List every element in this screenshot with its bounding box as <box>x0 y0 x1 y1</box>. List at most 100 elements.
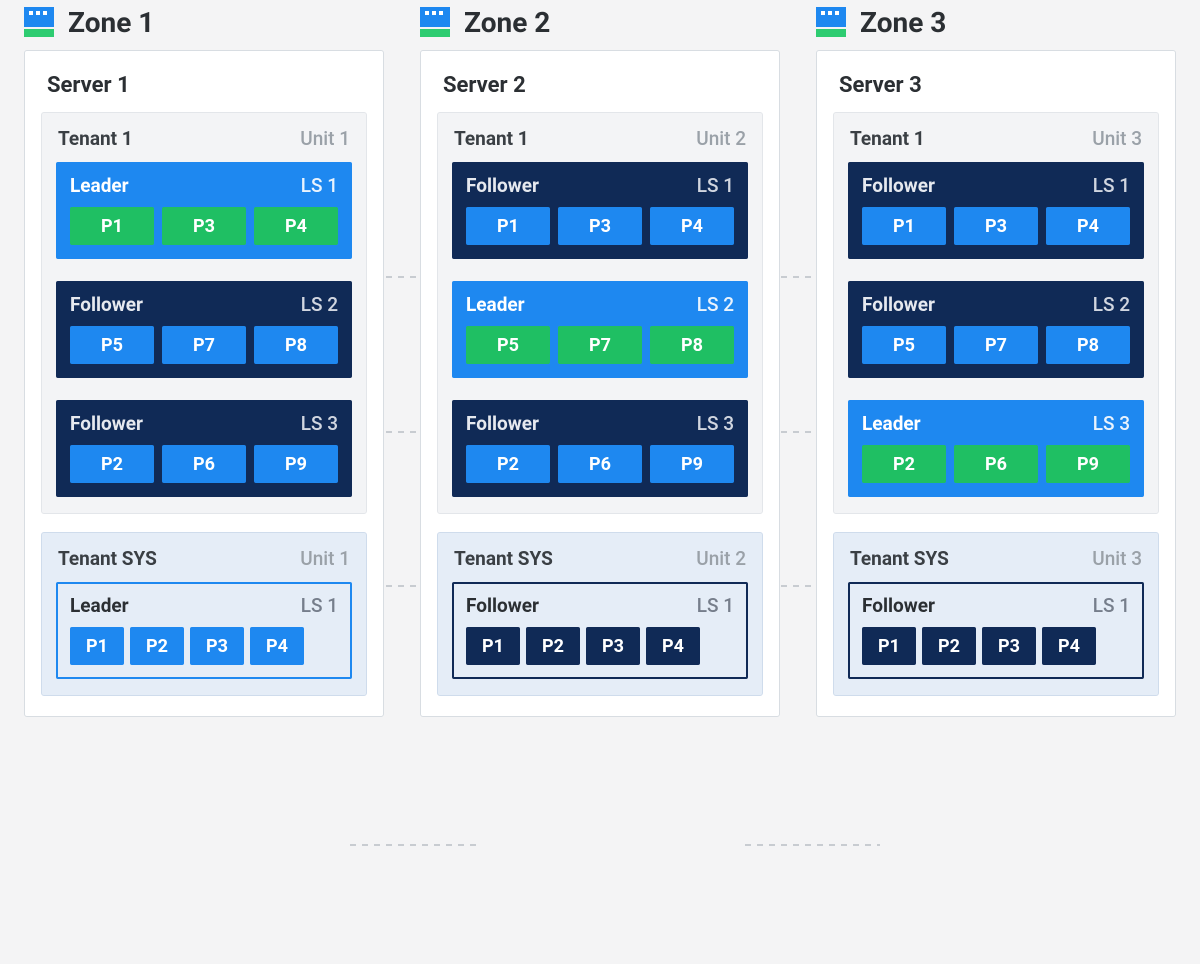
tenant-header: Tenant 1Unit 2 <box>452 125 748 162</box>
partition-row: P2P6P9 <box>466 445 734 483</box>
log-stream-role: Follower <box>862 293 935 316</box>
partition-pill: P9 <box>254 445 338 483</box>
server-stack-icon <box>816 7 846 37</box>
partition-pill: P4 <box>1042 627 1096 665</box>
log-stream-card: Follower LS 3 P2P6P9 <box>452 400 748 497</box>
server-card: Server 2Tenant 1Unit 2FollowerLS 1P1P3P4… <box>420 50 780 717</box>
tenant-name: Tenant 1 <box>454 127 529 150</box>
log-stream-role: Follower <box>70 412 143 435</box>
tenant-sys-card: Tenant SYSUnit 2FollowerLS 1P1P2P3P4 <box>437 532 763 696</box>
partition-pill: P8 <box>650 326 734 364</box>
partition-pill: P3 <box>162 207 246 245</box>
tenant-header: Tenant SYS Unit 1 <box>56 545 352 582</box>
log-stream-card: Follower LS 3 P2P6P9 <box>56 400 352 497</box>
partition-pill: P6 <box>558 445 642 483</box>
partition-pill: P7 <box>954 326 1038 364</box>
partition-pill: P4 <box>250 627 304 665</box>
log-stream-label: LS 1 <box>1093 174 1130 197</box>
partition-pill: P8 <box>1046 326 1130 364</box>
server-card: Server 3Tenant 1Unit 3FollowerLS 1P1P3P4… <box>816 50 1176 717</box>
tenant-header: Tenant SYS Unit 2 <box>452 545 748 582</box>
zone-header: Zone 1 <box>24 0 384 44</box>
server-title: Server 2 <box>437 69 763 112</box>
log-stream-header: FollowerLS 1 <box>862 594 1130 617</box>
log-stream-label: LS 1 <box>697 594 734 617</box>
zone-header: Zone 2 <box>420 0 780 44</box>
tenant-header: Tenant 1Unit 3 <box>848 125 1144 162</box>
log-stream-role: Follower <box>862 174 935 197</box>
partition-row: P1P3P4 <box>862 207 1130 245</box>
log-stream-header: Follower LS 3 <box>70 412 338 435</box>
log-stream-label: LS 3 <box>697 412 734 435</box>
partition-pill: P7 <box>162 326 246 364</box>
partition-pill: P2 <box>862 445 946 483</box>
partition-row: P2P6P9 <box>70 445 338 483</box>
server-stack-icon <box>420 7 450 37</box>
log-stream-header: Follower LS 1 <box>862 174 1130 197</box>
log-stream-label: LS 2 <box>301 293 338 316</box>
log-stream-label: LS 2 <box>1093 293 1130 316</box>
partition-pill: P1 <box>466 207 550 245</box>
log-stream-label: LS 3 <box>301 412 338 435</box>
partition-pill: P3 <box>558 207 642 245</box>
partition-pill: P5 <box>70 326 154 364</box>
log-stream-role: Follower <box>466 412 539 435</box>
log-stream-header: Leader LS 1 <box>70 174 338 197</box>
tenant-name: Tenant SYS <box>454 547 553 570</box>
log-stream-header: Leader LS 2 <box>466 293 734 316</box>
partition-row: P1P3P4 <box>466 207 734 245</box>
partition-pill: P4 <box>1046 207 1130 245</box>
partition-pill: P3 <box>190 627 244 665</box>
tenant-header: Tenant 1Unit 1 <box>56 125 352 162</box>
log-stream-header: Follower LS 2 <box>862 293 1130 316</box>
partition-pill: P3 <box>982 627 1036 665</box>
partition-pill: P2 <box>466 445 550 483</box>
zone: Zone 3Server 3Tenant 1Unit 3FollowerLS 1… <box>816 0 1176 717</box>
partition-pill: P2 <box>922 627 976 665</box>
partition-pill: P4 <box>646 627 700 665</box>
partition-pill: P2 <box>130 627 184 665</box>
partition-pill: P8 <box>254 326 338 364</box>
log-stream-role: Leader <box>70 594 129 617</box>
zone: Zone 2Server 2Tenant 1Unit 2FollowerLS 1… <box>420 0 780 717</box>
log-stream-card: FollowerLS 1P1P3P4 <box>452 162 748 259</box>
log-stream-card: LeaderLS 1P1P2P3P4 <box>56 582 352 679</box>
tenant-unit: Unit 1 <box>300 547 350 570</box>
tenant-sys-card: Tenant SYSUnit 3 FollowerLS 1 P1P2P3P4 <box>833 532 1159 696</box>
partition-pill: P2 <box>70 445 154 483</box>
server-stack-icon <box>24 7 54 37</box>
partition-row: P1P3P4 <box>70 207 338 245</box>
server-title: Server 1 <box>41 69 367 112</box>
partition-pill: P6 <box>954 445 1038 483</box>
log-stream-header: LeaderLS 3 <box>862 412 1130 435</box>
log-stream-header: Follower LS 2 <box>70 293 338 316</box>
tenant-name: Tenant 1 <box>850 127 925 150</box>
partition-pill: P5 <box>862 326 946 364</box>
tenant-header: Tenant SYSUnit 3 <box>848 545 1144 582</box>
log-stream-role: Leader <box>466 293 525 316</box>
tenant-unit: Unit 2 <box>696 547 746 570</box>
partition-pill: P6 <box>162 445 246 483</box>
partition-pill: P1 <box>466 627 520 665</box>
log-stream-label: LS 1 <box>1093 594 1130 617</box>
partition-pill: P3 <box>954 207 1038 245</box>
partition-row: P5P7P8 <box>862 326 1130 364</box>
tenant-name: Tenant SYS <box>58 547 157 570</box>
partition-row: P1P2P3P4 <box>862 627 1130 665</box>
log-stream-card: Follower LS 1 P1P3P4 <box>848 162 1144 259</box>
partition-pill: P9 <box>1046 445 1130 483</box>
log-stream-label: LS 2 <box>697 293 734 316</box>
log-stream-card: Leader LS 1 P1P3P4 <box>56 162 352 259</box>
log-stream-card: Follower LS 2 P5P7P8 <box>56 281 352 378</box>
log-stream-role: Follower <box>70 293 143 316</box>
tenant-card: Tenant 1Unit 3FollowerLS 1P1P3P4Follower… <box>833 112 1159 514</box>
log-stream-role: Leader <box>70 174 129 197</box>
tenant-sys-card: Tenant SYS Unit 1 LeaderLS 1P1P2P3P4 <box>41 532 367 696</box>
server-title: Server 3 <box>833 69 1159 112</box>
log-stream-label: LS 1 <box>301 174 338 197</box>
partition-row: P1P2P3P4 <box>466 627 734 665</box>
tenant-card: Tenant 1Unit 1 Leader LS 1 P1P3P4 Follower LS… <box>41 112 367 514</box>
log-stream-card: FollowerLS 1P1P2P3P4 <box>452 582 748 679</box>
log-stream-header: Follower LS 3 <box>466 412 734 435</box>
partition-pill: P1 <box>70 207 154 245</box>
